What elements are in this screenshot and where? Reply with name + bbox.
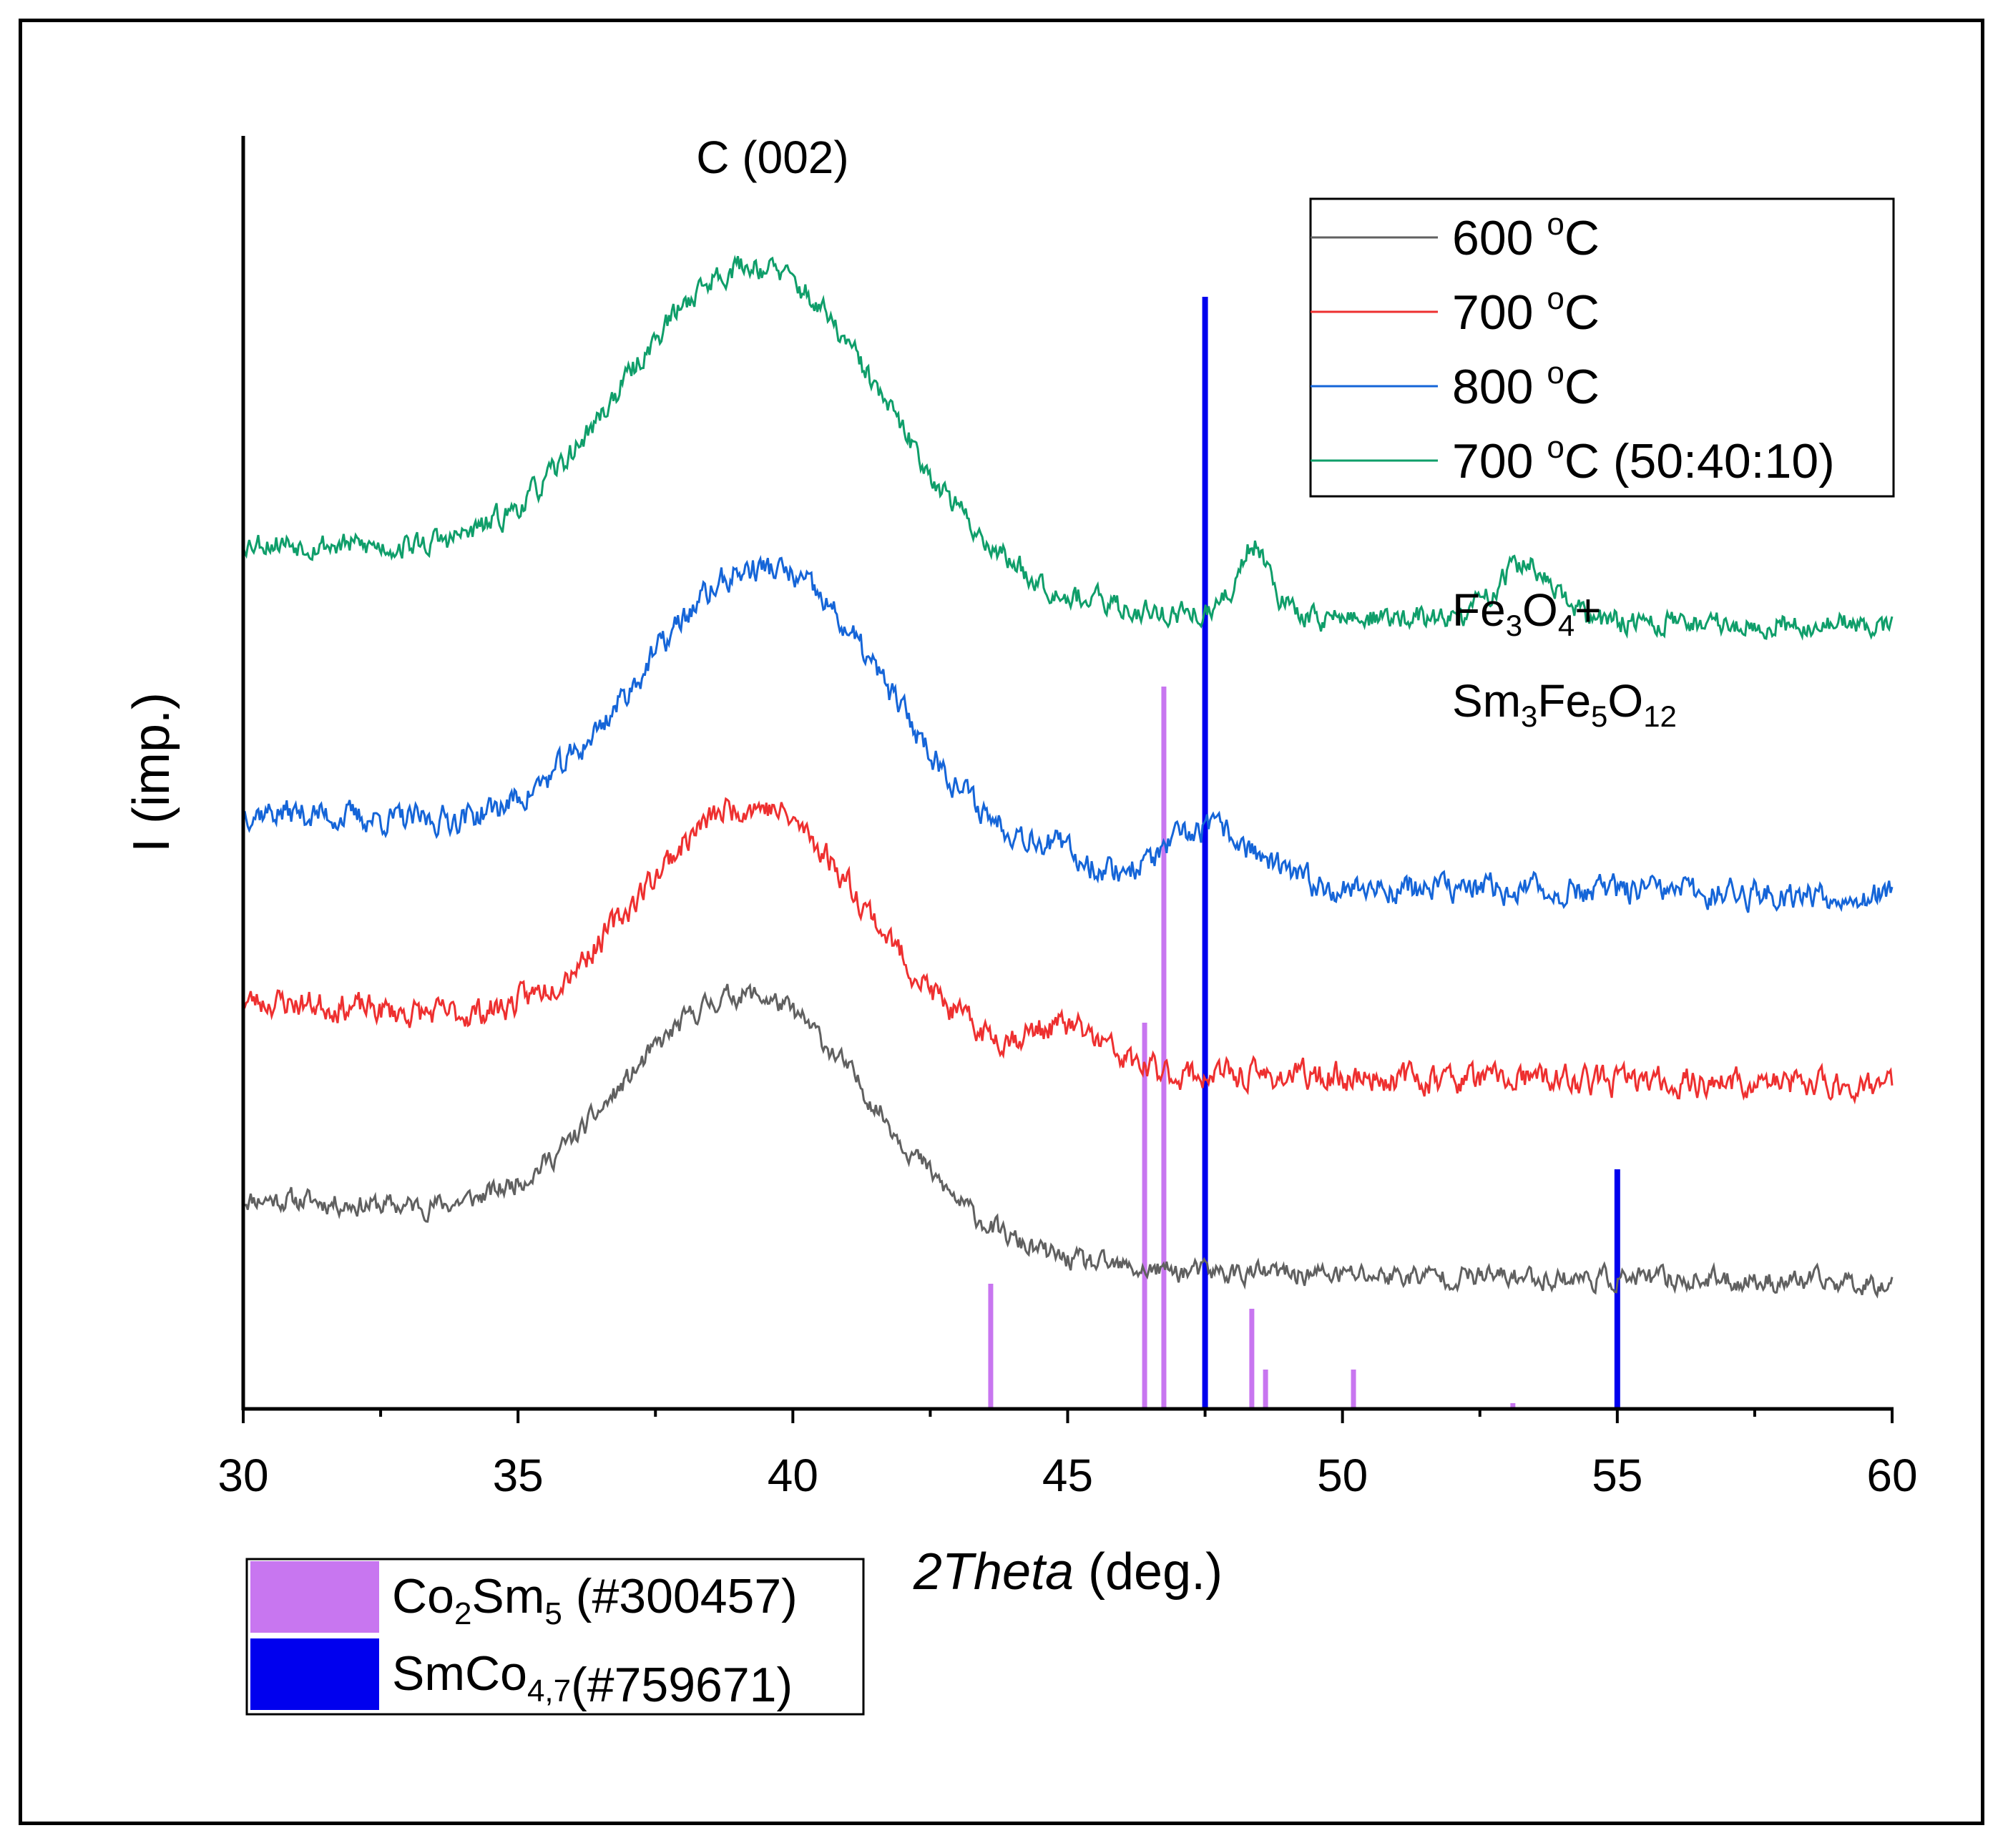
x-tick-label: 60: [1866, 1450, 1917, 1501]
figure-frame: [19, 19, 1984, 1825]
series-legend: 600 oC 700 oC 800 oC 700 oC (50:40:10): [1309, 197, 1895, 498]
x-tick-label: 55: [1592, 1450, 1642, 1501]
series-line-4: [242, 255, 1894, 641]
series-line-1: [242, 983, 1894, 1299]
x-tick-label: 35: [493, 1450, 544, 1501]
reference-legend-swatch: [250, 1561, 379, 1633]
reference-legend-label: SmCo4,7(#759671): [392, 1646, 793, 1712]
x-tick-label: 30: [217, 1450, 268, 1501]
legend-label: 800 oC: [1452, 355, 1600, 414]
legend-label: 700 oC (50:40:10): [1452, 430, 1835, 488]
x-tick-label: 40: [768, 1450, 818, 1501]
peak-annotation-c002: C (002): [696, 132, 848, 183]
legend-label: 700 oC: [1452, 281, 1600, 340]
reference-legend-swatch: [250, 1638, 379, 1710]
series-line-3: [242, 554, 1894, 913]
x-axis-label-italic: 2Theta: [913, 1543, 1074, 1601]
series-line-2: [243, 797, 1894, 1105]
reference-legend-label: Co2Sm5 (#300457): [392, 1569, 798, 1631]
reference-legend: Co2Sm5 (#300457) SmCo4,7(#759671): [245, 1558, 865, 1716]
x-tick-label: 45: [1042, 1450, 1093, 1501]
y-axis-label: I (imp.): [123, 692, 180, 852]
phase-annotation-line1: Fe3O4+: [1452, 584, 1602, 642]
legend-label: 600 oC: [1452, 207, 1600, 265]
x-axis-label: 2Theta (deg.): [913, 1543, 1223, 1601]
phase-annotation-line2: Sm3Fe5O12: [1452, 675, 1677, 733]
series-layer: [242, 255, 1894, 1299]
series-legend-box: [1309, 197, 1895, 498]
x-tick-label: 50: [1317, 1450, 1368, 1501]
x-ticks: 30 35 40 45 50 55 60: [217, 1409, 1918, 1501]
x-axis-label-unit: (deg.): [1074, 1543, 1223, 1601]
